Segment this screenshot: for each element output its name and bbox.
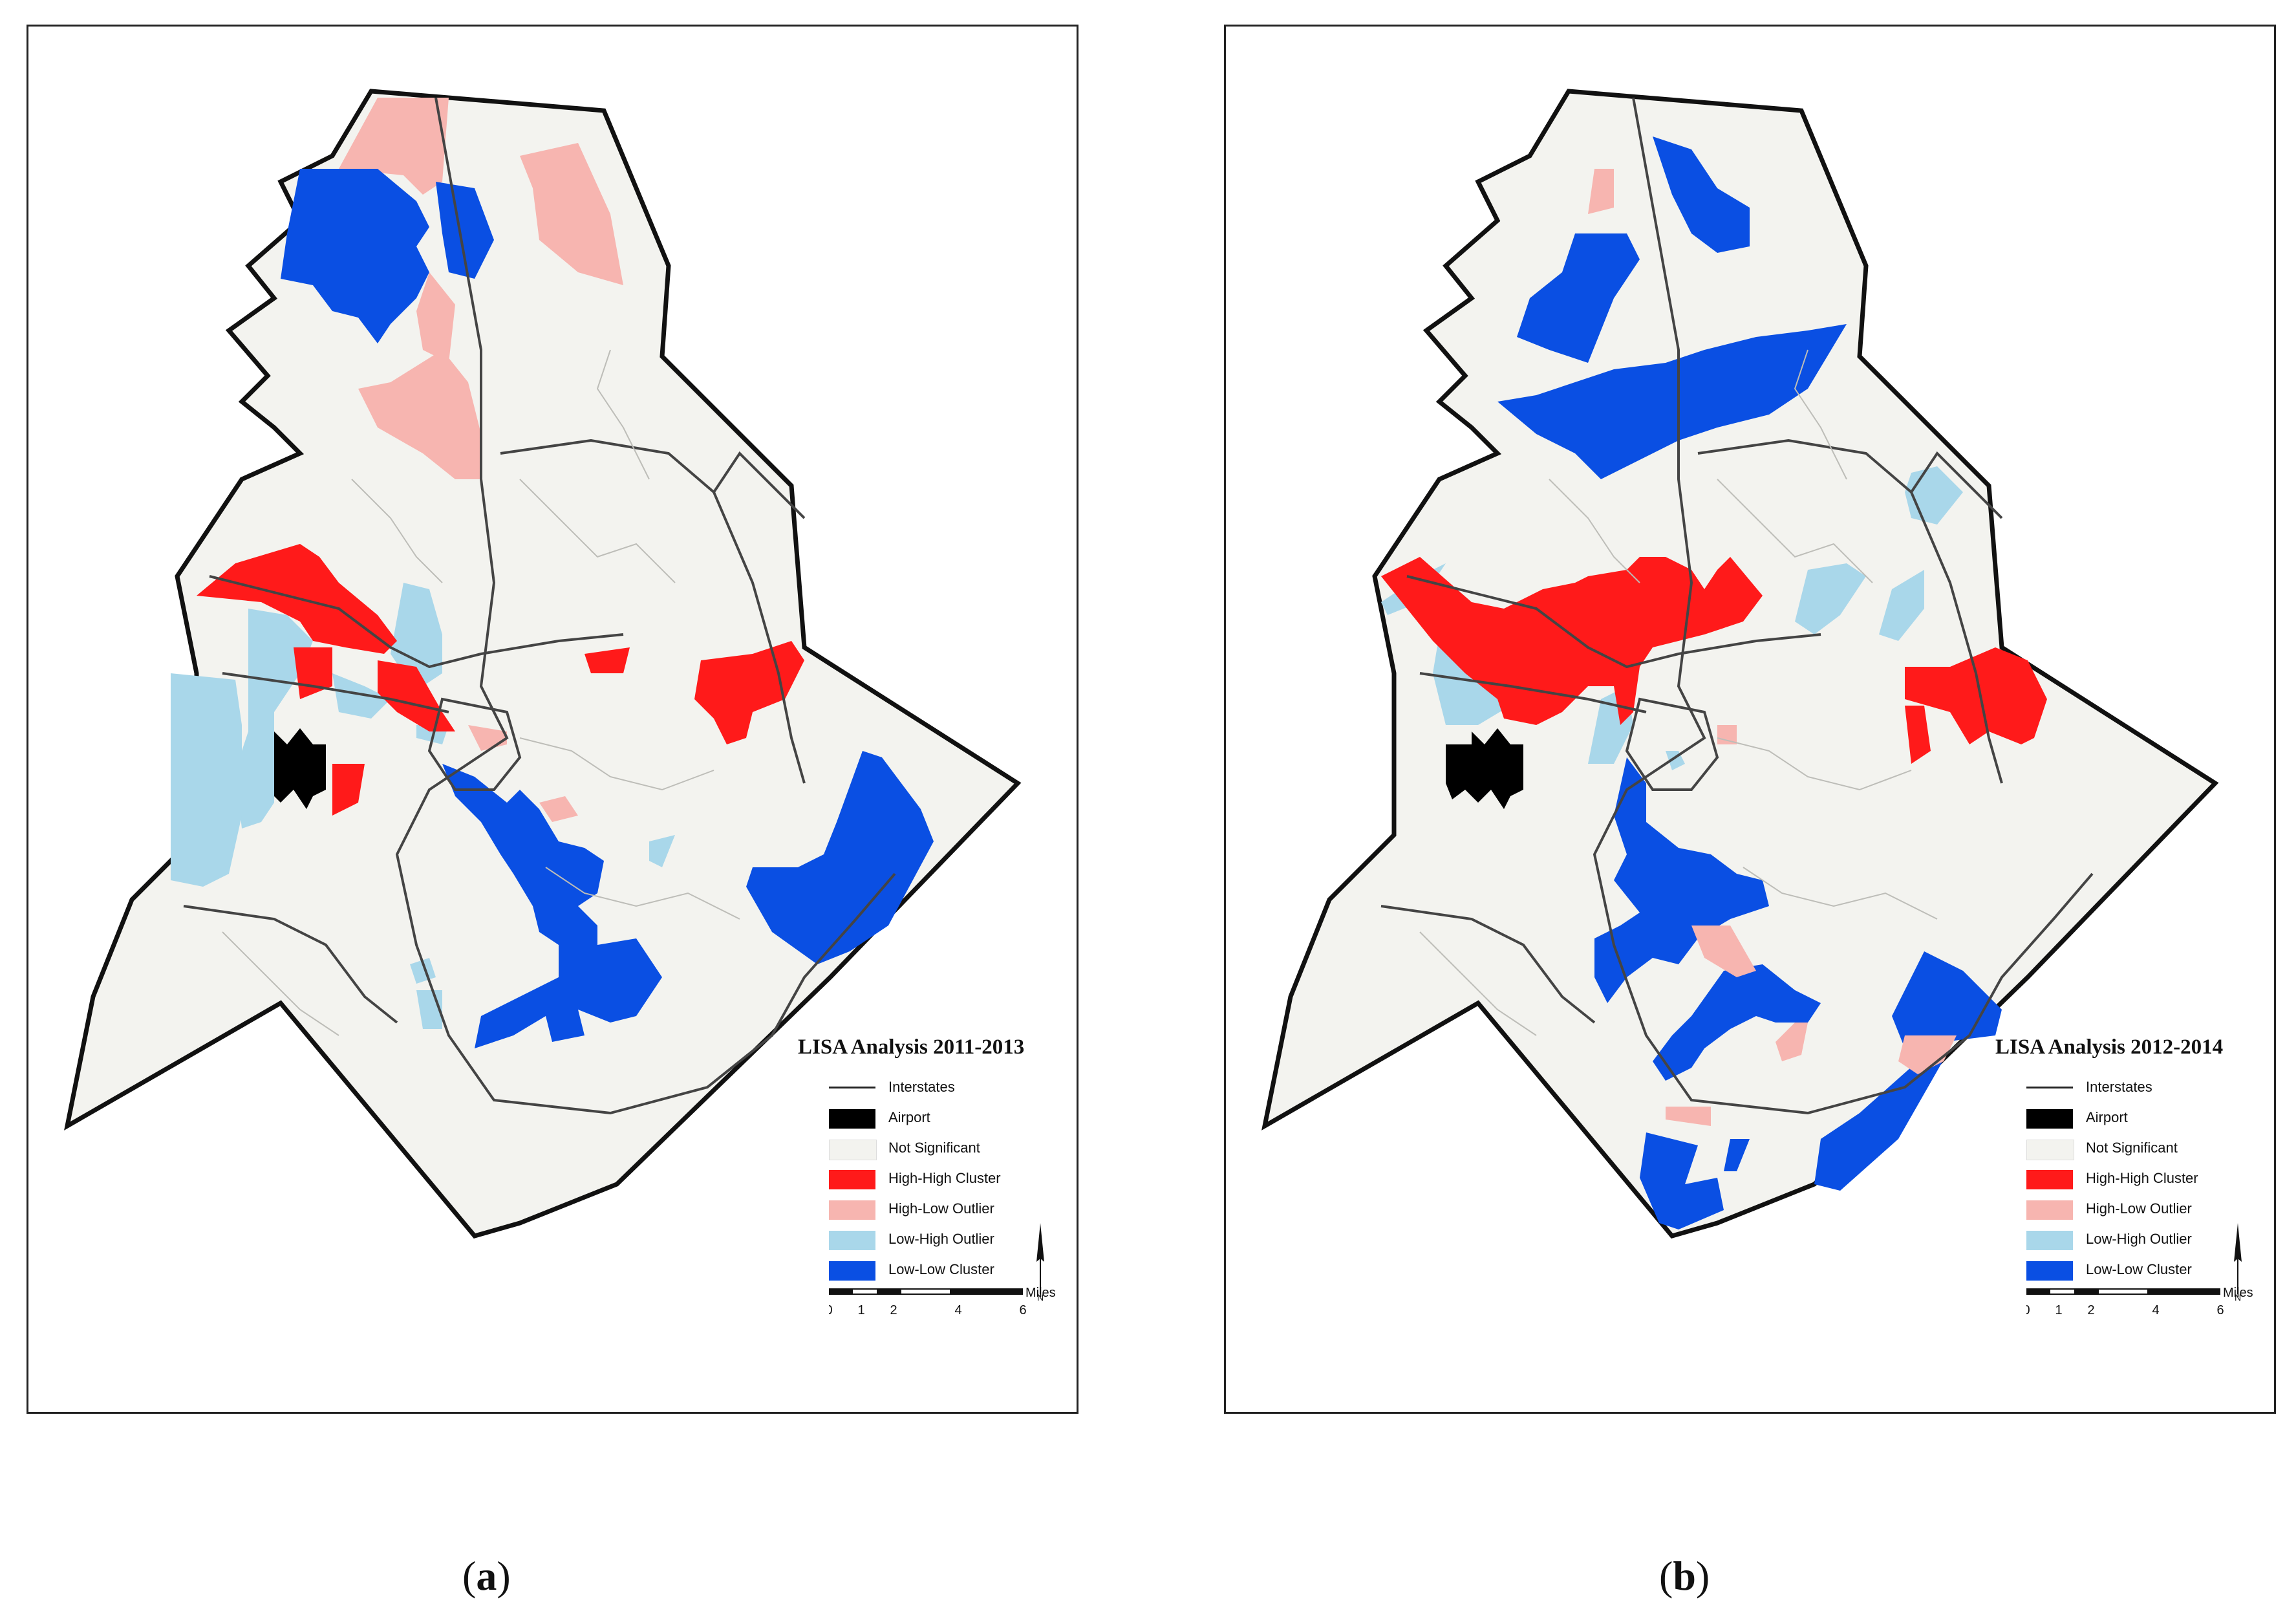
legend-label: High-Low Outlier xyxy=(2086,1200,2192,1217)
low-low-clusters xyxy=(281,169,934,1048)
legend-label: Low-Low Cluster xyxy=(2086,1261,2192,1277)
caption-a: (a) xyxy=(462,1553,511,1599)
legend-item-high-low: High-Low Outlier xyxy=(1995,1194,2267,1224)
not-significant-swatch xyxy=(2026,1140,2074,1160)
county-outline xyxy=(1261,89,2219,1239)
legend-item-not-significant: Not Significant xyxy=(1995,1133,2267,1164)
scale-bar: Miles 0 1 2 4 6 xyxy=(2026,1286,2253,1317)
interstates xyxy=(1380,97,2094,1115)
legend-label: Not Significant xyxy=(2086,1140,2178,1156)
svg-text:0: 0 xyxy=(2026,1303,2030,1317)
high-low-swatch xyxy=(829,1200,875,1220)
svg-text:6: 6 xyxy=(2216,1303,2224,1317)
legend-label: Airport xyxy=(2086,1109,2128,1125)
low-high-outliers xyxy=(171,583,675,1029)
legend-item-interstates: Interstates xyxy=(798,1072,1069,1103)
legend-label: Interstates xyxy=(2086,1079,2152,1095)
legend-label: Not Significant xyxy=(888,1140,980,1156)
map-panel-b: LISA Analysis 2012-2014 Interstates Airp… xyxy=(1224,25,2276,1414)
north-arrow-icon: N xyxy=(1036,1223,1044,1301)
low-low-swatch xyxy=(2026,1261,2073,1281)
scale-bar: Miles 0 1 2 4 6 xyxy=(829,1286,1056,1317)
low-low-clusters xyxy=(1497,136,2002,1229)
legend-label: High-Low Outlier xyxy=(888,1200,994,1217)
not-significant-swatch xyxy=(829,1140,877,1160)
high-high-swatch xyxy=(2026,1170,2073,1189)
caption-b: (b) xyxy=(1659,1553,1710,1599)
legend-item-high-high: High-High Cluster xyxy=(1995,1164,2267,1194)
airport-swatch xyxy=(829,1109,875,1129)
legend-title: LISA Analysis 2012-2014 xyxy=(1995,1035,2224,1059)
legend-item-not-significant: Not Significant xyxy=(798,1133,1069,1164)
county-outline xyxy=(64,89,1022,1239)
legend-label: High-High Cluster xyxy=(2086,1170,2198,1186)
legend-label: Low-Low Cluster xyxy=(888,1261,994,1277)
legend-item-interstates: Interstates xyxy=(1995,1072,2267,1103)
legend-item-low-low: Low-Low Cluster xyxy=(798,1255,1069,1285)
svg-text:4: 4 xyxy=(2152,1303,2159,1317)
legend-item-airport: Airport xyxy=(1995,1103,2267,1133)
svg-text:1: 1 xyxy=(2055,1303,2062,1317)
svg-text:0: 0 xyxy=(829,1303,833,1317)
map-legend: LISA Analysis 2012-2014 Interstates Airp… xyxy=(1995,1035,2267,1330)
legend-label: High-High Cluster xyxy=(888,1170,1001,1186)
airport-icon xyxy=(1446,728,1523,809)
north-label: N xyxy=(1037,1292,1044,1301)
svg-text:1: 1 xyxy=(857,1303,864,1317)
north-arrow-icon: N xyxy=(2234,1223,2242,1301)
svg-text:4: 4 xyxy=(954,1303,961,1317)
high-low-outliers xyxy=(1588,169,1957,1126)
legend-item-low-low: Low-Low Cluster xyxy=(1995,1255,2267,1285)
north-label: N xyxy=(2235,1292,2241,1301)
svg-text:2: 2 xyxy=(890,1303,897,1317)
map-panel-a: LISA Analysis 2011-2013 Interstates Airp… xyxy=(27,25,1078,1414)
legend-item-high-high: High-High Cluster xyxy=(798,1164,1069,1194)
airport-swatch xyxy=(2026,1109,2073,1129)
local-roads xyxy=(222,349,740,1036)
legend-item-high-low: High-Low Outlier xyxy=(798,1194,1069,1224)
interstate-swatch xyxy=(829,1087,875,1088)
low-low-swatch xyxy=(829,1261,875,1281)
local-roads xyxy=(1419,349,1938,1036)
county-map-b xyxy=(1261,89,2219,1239)
low-high-swatch xyxy=(2026,1231,2073,1250)
interstates xyxy=(183,97,896,1115)
legend-item-low-high: Low-High Outlier xyxy=(798,1224,1069,1255)
legend-label: Low-High Outlier xyxy=(888,1231,994,1247)
high-low-swatch xyxy=(2026,1200,2073,1220)
legend-title: LISA Analysis 2011-2013 xyxy=(798,1035,1025,1059)
county-map-a xyxy=(64,89,1022,1239)
legend-item-airport: Airport xyxy=(798,1103,1069,1133)
interstate-swatch xyxy=(2026,1087,2073,1088)
legend-label: Airport xyxy=(888,1109,930,1125)
low-high-swatch xyxy=(829,1231,875,1250)
high-high-swatch xyxy=(829,1170,875,1189)
legend-label: Interstates xyxy=(888,1079,955,1095)
scale-unit: Miles xyxy=(2223,1286,2253,1300)
scale-unit: Miles xyxy=(1025,1286,1056,1300)
map-legend: LISA Analysis 2011-2013 Interstates Airp… xyxy=(798,1035,1069,1330)
legend-label: Low-High Outlier xyxy=(2086,1231,2192,1247)
legend-item-low-high: Low-High Outlier xyxy=(1995,1224,2267,1255)
svg-text:6: 6 xyxy=(1019,1303,1026,1317)
high-high-clusters xyxy=(1381,557,2047,764)
svg-text:2: 2 xyxy=(2087,1303,2094,1317)
